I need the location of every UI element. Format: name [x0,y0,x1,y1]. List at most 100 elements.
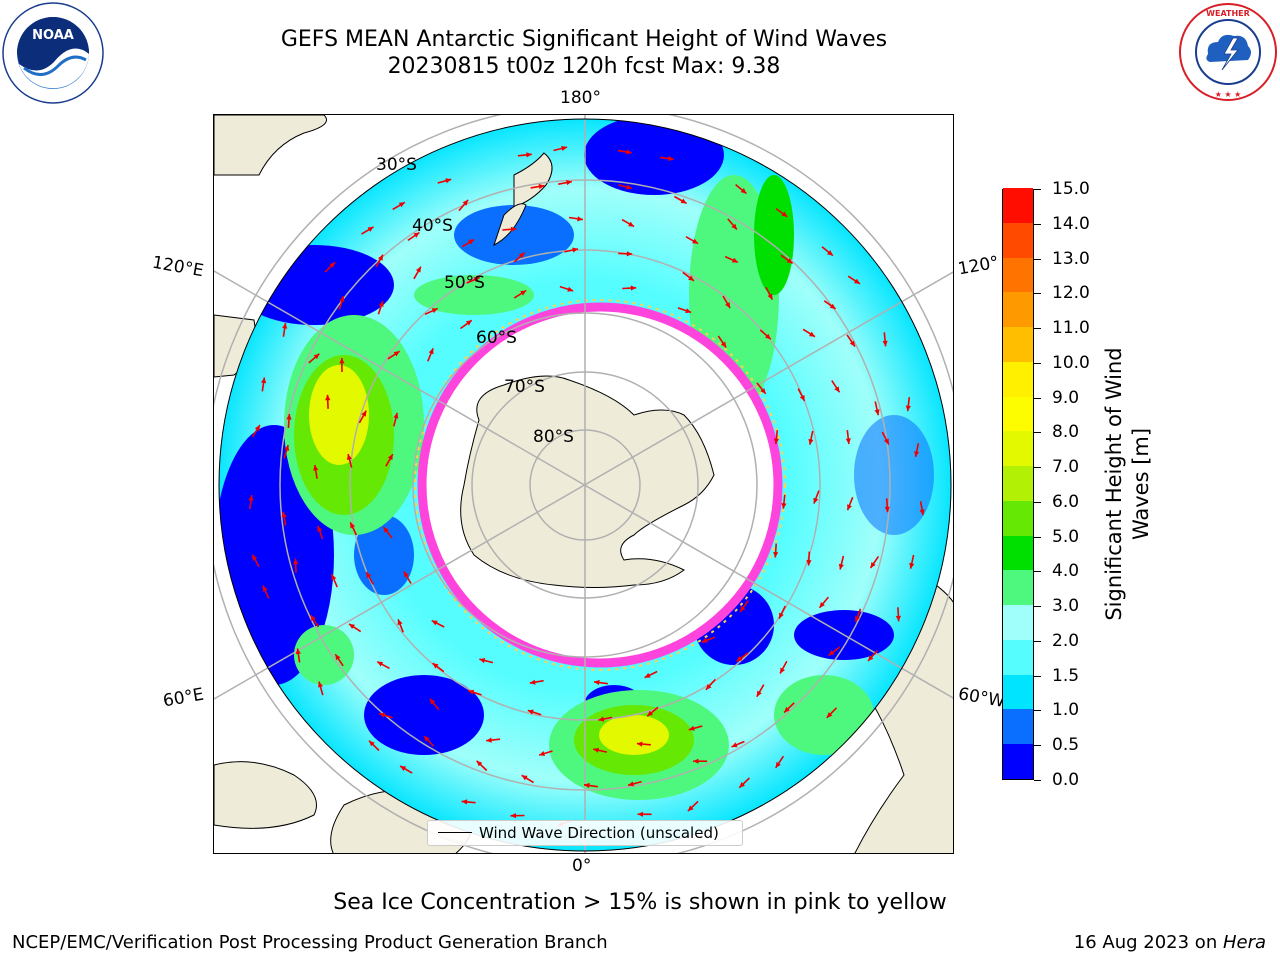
sea-ice-caption: Sea Ice Concentration > 15% is shown in … [333,890,947,915]
colorbar-tick [1034,189,1041,190]
wave-direction-arrowhead [847,504,852,511]
wave-direction-arrowhead [834,386,840,393]
lon-label-60e: 60°E [161,684,206,712]
wave-direction-arrowhead [313,353,320,360]
wave-direction-arrowhead [688,725,695,731]
wave-direction-arrowhead [668,155,674,162]
colorbar-tick [1034,640,1041,642]
wave-direction-arrowhead [429,698,436,705]
wave-direction-arrowhead [870,562,876,568]
wave-direction-arrowhead [567,286,574,292]
colorbar-tick [1034,432,1041,434]
wave-direction-arrowhead [313,465,319,471]
wave-direction-arrowhead [781,211,788,217]
colorbar-title-line1: Significant Height of Wind [1102,347,1126,621]
wave-direction-arrowhead [827,250,833,256]
wave-direction-arrowhead [736,656,743,662]
wave-direction-arrowhead [626,149,632,155]
wave-direction-arrowhead [424,736,430,742]
colorbar-tick [1034,328,1041,330]
wave-direction-arrowhead [720,341,727,348]
wave-direction-arrowhead [387,454,393,461]
wave-direction-arrowhead [740,188,747,194]
wave-direction-arrowhead [317,525,323,532]
wave-direction-arrowhead [882,340,888,347]
wave-direction-arrowhead [473,277,480,283]
wave-direction-arrowhead [819,602,825,608]
colorbar-segment [1003,639,1033,675]
wave-direction-arrowhead [397,619,403,626]
colorbar-tick [1034,293,1041,295]
wave-direction-arrowhead [688,275,694,281]
wave-direction-arrowhead [462,199,469,206]
wave-direction-arrowhead [393,412,399,419]
wave-direction-arrowhead [349,623,355,629]
wave-direction-arrowhead [413,232,420,238]
wave-direction-arrowhead [521,775,528,781]
wave-direction-arrowhead [784,706,790,713]
graticule [214,115,953,853]
wave-direction-arrowhead [383,527,389,533]
colorbar-segment [1003,257,1033,293]
colorbar-tick [1034,223,1041,225]
colorbar-tick-label: 5.0 [1052,526,1080,547]
colorbar-tick-label: 14.0 [1052,213,1090,234]
wave-direction-arrowhead [705,684,712,690]
wave-direction-arrowhead [593,747,599,753]
wave-direction-arrowhead [628,221,635,227]
svg-text:NOAA: NOAA [32,28,74,43]
colorbar-segment [1003,569,1033,606]
colorbar-tick-label: 3.0 [1052,596,1080,617]
wave-direction-arrowhead [561,145,568,151]
colorbar-tick-label: 9.0 [1052,387,1080,408]
wave-direction-arrowhead [510,813,516,819]
lon-label-60w: 60°W [956,684,1007,712]
wave-direction-arrowhead [526,152,532,158]
wave-direction-arrowhead [461,799,468,805]
colorbar-tick-label: 12.0 [1052,283,1090,304]
wave-direction-arrowhead [637,811,643,817]
wave-direction-arrowhead [529,679,536,685]
wave-direction-arrowhead [379,712,386,718]
wave-direction-arrowhead [254,425,260,431]
wave-direction-arrowhead [335,654,341,661]
wave-direction-arrowhead [808,438,814,445]
wave-direction-arrowhead [780,667,785,674]
wave-direction-arrowhead [884,438,889,445]
wave-direction-arrowhead [282,323,288,329]
wave-direction-arrowhead [884,506,890,513]
wave-direction-arrowhead [252,554,258,561]
wave-direction-arrowhead [318,681,323,688]
colorbar-segment [1003,396,1033,432]
lat-label-80s: 80°S [533,427,574,447]
chart-subtitle: 20230815 t00z 120h fcst Max: 9.38 [387,54,781,79]
latitude-labels: 30°S 40°S 50°S 60°S 70°S 80°S [376,155,574,447]
colorbar-segment [1003,465,1033,501]
map-panel: 30°S 40°S 50°S 60°S 70°S 80°S Wind Wave … [213,114,954,854]
wave-direction-arrowhead [468,239,475,245]
wave-direction-arrowhead [510,226,517,232]
wave-direction-arrowhead [809,331,815,337]
wave-direction-arrowhead [293,558,299,565]
colorbar-tick-label: 8.0 [1052,422,1080,443]
wave-direction-arrowhead [765,333,771,340]
colorbar-segment [1003,743,1033,779]
wave-direction-arrowhead [366,572,372,578]
wave-direction-arrowhead [400,766,407,771]
colorbar-tick-label: 13.0 [1052,248,1090,269]
wave-direction-arrowhead [799,395,805,401]
colorbar-tick-label: 1.5 [1052,665,1080,686]
wave-direction-arrowhead [644,672,651,678]
colorbar-tick [1034,606,1041,608]
wave-direction-arrowhead [431,308,438,314]
wave-direction-arrowhead [725,302,731,309]
colorbar-tick-label: 1.0 [1052,700,1080,721]
wave-direction-arrowhead [731,223,737,230]
wave-direction-arrowhead [415,266,421,273]
lon-label-120e: 120°E [150,252,206,282]
colorbar-tick [1034,536,1041,538]
svg-text:★ ★ ★: ★ ★ ★ [1215,90,1242,99]
wave-direction-arrowhead [325,394,331,401]
wave-direction-arrowhead [685,308,692,314]
wave-direction-arrowhead [378,254,383,261]
